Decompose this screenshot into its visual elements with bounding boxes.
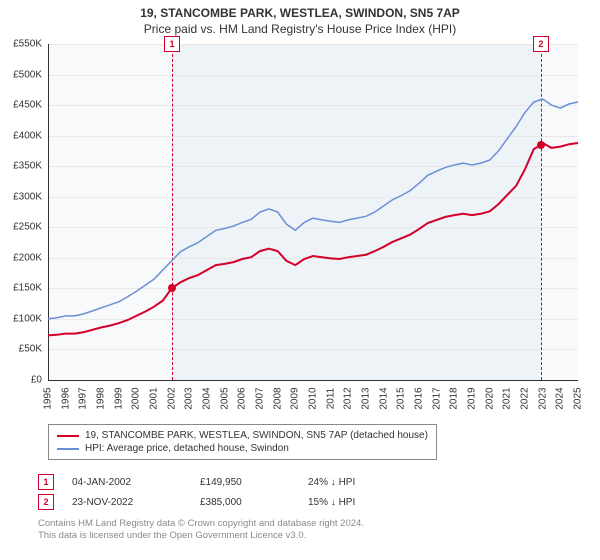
x-tick-label: 2018 [449, 387, 460, 409]
x-tick-label: 2006 [237, 387, 248, 409]
x-tick-label: 2002 [166, 387, 177, 409]
x-tick-label: 2011 [325, 388, 336, 410]
marker-table-date: 04-JAN-2002 [72, 477, 182, 488]
marker-table-id: 2 [38, 494, 54, 510]
credits-line-2: This data is licensed under the Open Gov… [38, 530, 364, 542]
marker-table-date: 23-NOV-2022 [72, 497, 182, 508]
marker-table: 1 04-JAN-2002 £149,950 24% ↓ HPI 2 23-NOV-202… [38, 474, 398, 514]
x-tick-label: 2001 [149, 387, 160, 409]
x-tick-label: 2024 [555, 387, 566, 409]
legend-row: 19, STANCOMBE PARK, WESTLEA, SWINDON, SN… [57, 429, 428, 442]
credits-line-1: Contains HM Land Registry data © Crown c… [38, 518, 364, 530]
legend-swatch [57, 435, 79, 437]
marker-table-id: 1 [38, 474, 54, 490]
credits: Contains HM Land Registry data © Crown c… [38, 518, 364, 543]
x-tick-label: 2004 [202, 387, 213, 409]
chart-title-main: 19, STANCOMBE PARK, WESTLEA, SWINDON, SN… [0, 0, 600, 20]
x-tick-label: 2015 [396, 387, 407, 409]
x-tick-label: 2022 [520, 387, 531, 409]
y-tick-label: £500K [13, 69, 42, 80]
x-tick-label: 2014 [378, 387, 389, 409]
x-tick-label: 2019 [467, 387, 478, 409]
x-tick-label: 1995 [43, 387, 54, 409]
y-tick-label: £350K [13, 161, 42, 172]
x-tick-label: 2012 [343, 387, 354, 409]
x-tick-label: 1999 [113, 387, 124, 409]
y-tick-label: £150K [13, 283, 42, 294]
series-hpi [48, 99, 578, 319]
line-series-svg [48, 44, 578, 380]
x-tick-label: 1996 [60, 387, 71, 409]
legend-swatch [57, 448, 79, 450]
x-tick-label: 2008 [272, 387, 283, 409]
marker-table-row: 1 04-JAN-2002 £149,950 24% ↓ HPI [38, 474, 398, 490]
legend: 19, STANCOMBE PARK, WESTLEA, SWINDON, SN… [48, 424, 437, 460]
marker-table-diff: 24% ↓ HPI [308, 477, 398, 488]
legend-label: HPI: Average price, detached house, Swin… [85, 443, 289, 454]
y-tick-label: £450K [13, 100, 42, 111]
marker-table-price: £149,950 [200, 477, 290, 488]
x-tick-label: 2003 [184, 387, 195, 409]
y-tick-label: £550K [13, 39, 42, 50]
marker-table-price: £385,000 [200, 497, 290, 508]
x-tick-label: 1997 [78, 387, 89, 409]
x-tick-label: 1998 [96, 387, 107, 409]
x-tick-label: 2010 [308, 387, 319, 409]
y-tick-label: £100K [13, 313, 42, 324]
y-tick-label: £0 [31, 375, 42, 386]
x-tick-label: 2007 [255, 387, 266, 409]
legend-row: HPI: Average price, detached house, Swin… [57, 442, 428, 455]
x-tick-label: 2009 [290, 387, 301, 409]
x-tick-label: 2021 [502, 387, 513, 409]
x-tick-label: 2016 [414, 387, 425, 409]
x-axis [48, 380, 578, 381]
x-tick-label: 2005 [219, 387, 230, 409]
x-tick-label: 2000 [131, 387, 142, 409]
y-tick-label: £250K [13, 222, 42, 233]
x-tick-label: 2023 [537, 387, 548, 409]
y-tick-label: £200K [13, 252, 42, 263]
x-tick-label: 2013 [361, 387, 372, 409]
x-tick-label: 2017 [431, 387, 442, 409]
legend-label: 19, STANCOMBE PARK, WESTLEA, SWINDON, SN… [85, 430, 428, 441]
x-tick-label: 2025 [573, 387, 584, 409]
marker-table-diff: 15% ↓ HPI [308, 497, 398, 508]
y-tick-label: £300K [13, 191, 42, 202]
y-tick-label: £400K [13, 130, 42, 141]
chart-area: £0£50K£100K£150K£200K£250K£300K£350K£400… [48, 44, 578, 380]
marker-table-row: 2 23-NOV-2022 £385,000 15% ↓ HPI [38, 494, 398, 510]
x-tick-label: 2020 [484, 387, 495, 409]
series-property [48, 143, 578, 335]
chart-title-sub: Price paid vs. HM Land Registry's House … [0, 20, 600, 40]
y-tick-label: £50K [19, 344, 42, 355]
